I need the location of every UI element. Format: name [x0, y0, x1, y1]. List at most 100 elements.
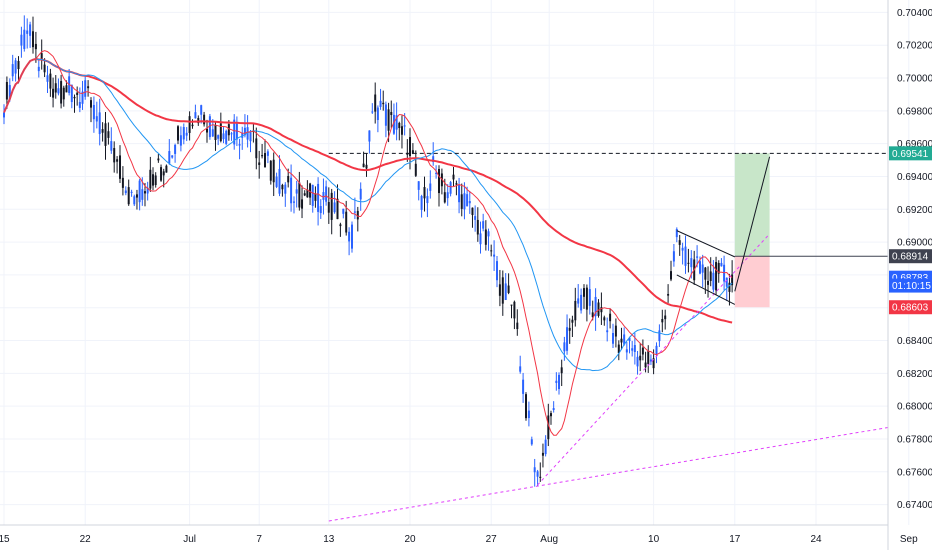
candle-body	[712, 272, 715, 290]
candle-body	[230, 133, 233, 135]
candle-body	[171, 155, 174, 158]
price-tag-label: 0.69541	[892, 149, 929, 160]
candle-body	[704, 267, 707, 280]
y-tick-label: 0.69400	[897, 172, 932, 183]
candle-body	[49, 73, 52, 89]
candle-body	[34, 43, 37, 50]
candle-body	[585, 287, 588, 310]
candle-body	[241, 133, 244, 138]
candle-body	[272, 159, 275, 183]
candle-body	[90, 100, 92, 108]
candle-body	[149, 169, 152, 189]
candle-body	[143, 191, 146, 194]
x-tick-label: 27	[486, 534, 498, 545]
candle-body	[95, 116, 98, 122]
candle-body	[482, 221, 485, 229]
candle-body	[23, 29, 26, 49]
candle-body	[104, 123, 107, 146]
candle-body	[568, 327, 571, 331]
rising-trendline	[537, 233, 770, 486]
candle-body	[490, 250, 493, 252]
candle-body	[17, 60, 20, 70]
x-tick-label: 20	[404, 534, 416, 545]
x-tick-label: 22	[80, 534, 92, 545]
pennant-lower	[676, 274, 736, 305]
candle-body	[138, 180, 141, 203]
x-tick-label: 15	[0, 534, 10, 545]
candle-body	[211, 129, 214, 137]
candle-body	[690, 258, 693, 268]
candle-body	[527, 410, 530, 419]
candle-body	[306, 189, 309, 198]
candle-body	[597, 302, 600, 316]
candle-body	[37, 66, 40, 72]
y-tick-label: 0.67600	[897, 467, 932, 478]
ma-short-line	[3, 50, 733, 436]
candle-body	[119, 155, 121, 179]
candle-body	[661, 319, 664, 323]
candle-body	[356, 210, 359, 220]
candle-body	[146, 187, 149, 194]
candle-body	[631, 348, 634, 351]
candle-body	[303, 193, 306, 196]
candle-body	[336, 198, 339, 220]
candle-body	[188, 116, 191, 133]
candle-body	[398, 122, 401, 129]
candle-body	[552, 408, 555, 411]
candle-body	[474, 216, 477, 220]
candle-body	[281, 184, 284, 190]
candle-body	[362, 163, 365, 168]
candle-body	[243, 127, 246, 136]
target-zone	[734, 153, 770, 257]
candle-body	[728, 282, 731, 292]
candle-body	[179, 135, 182, 146]
candle-body	[191, 124, 194, 127]
moving-averages	[3, 50, 733, 436]
candle-body	[449, 182, 452, 194]
candle-body	[496, 261, 498, 281]
candle-body	[353, 211, 356, 213]
x-tick-label: Jul	[183, 534, 196, 545]
candle-body	[76, 92, 79, 95]
candle-body	[371, 111, 374, 113]
candle-body	[351, 224, 353, 249]
candle-body	[133, 196, 136, 205]
candle-body	[330, 192, 333, 220]
price-tag-label: 0.68603	[892, 303, 929, 314]
x-tick-label: Sep	[900, 534, 918, 545]
candle-body	[26, 30, 29, 34]
candle-body	[325, 186, 328, 202]
candle-body	[3, 112, 5, 118]
price-tag	[889, 146, 932, 161]
candle-body	[687, 262, 690, 264]
candle-body	[664, 315, 667, 320]
candle-body	[571, 319, 574, 323]
candle-body	[558, 374, 561, 390]
candle-body	[62, 87, 65, 100]
candle-body	[476, 219, 479, 235]
x-tick-label: Aug	[540, 534, 558, 545]
candle-body	[40, 53, 43, 61]
x-tick-label: 24	[810, 534, 822, 545]
candle-body	[426, 196, 429, 204]
candle-body	[387, 109, 390, 131]
candle-body	[157, 158, 160, 161]
candle-body	[327, 202, 330, 213]
candle-body	[498, 284, 501, 296]
time-axis[interactable]: 15 22 Jul 7 13 20 27 Aug 10 17 24 Sep	[0, 534, 918, 545]
candle-body	[555, 380, 558, 383]
candle-body	[541, 452, 544, 456]
candle-body	[57, 88, 60, 94]
candle-body	[127, 187, 130, 205]
candle-body	[411, 150, 414, 154]
candle-body	[591, 312, 594, 318]
candle-body	[113, 148, 116, 163]
candle-body	[258, 162, 261, 165]
candle-body	[365, 164, 368, 169]
y-tick-label: 0.69800	[897, 106, 932, 117]
candle-body	[185, 132, 188, 136]
candle-body	[438, 168, 440, 194]
candle-body	[658, 330, 661, 342]
